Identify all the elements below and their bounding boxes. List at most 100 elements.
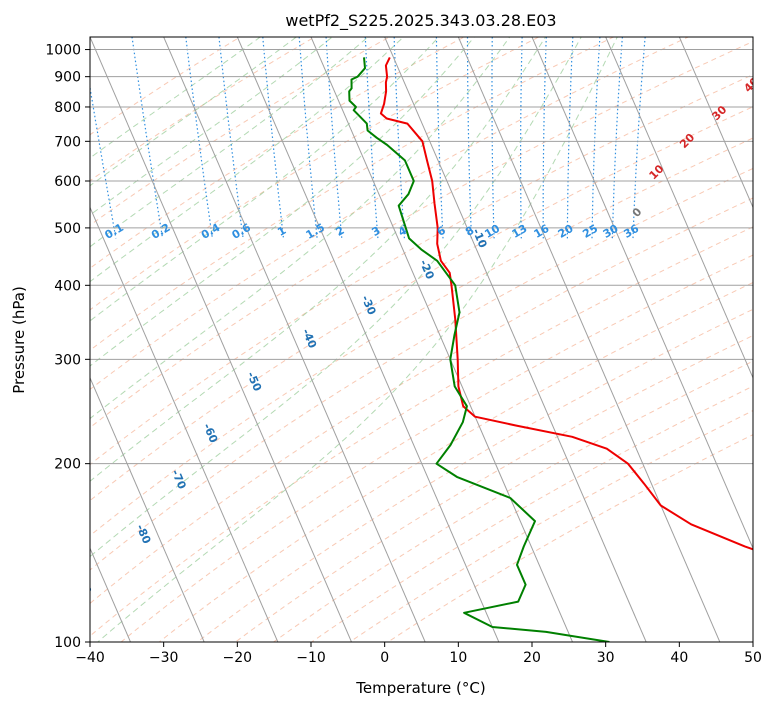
- mixing-ratio-label: 36: [621, 222, 641, 241]
- dry-adiabat-line: [90, 37, 316, 182]
- dry-adiabats: [90, 37, 753, 642]
- dry-adiabat-line: [90, 37, 615, 351]
- x-tick-label: 50: [744, 650, 762, 666]
- moist-adiabat-label: 20: [677, 131, 697, 151]
- isotherm-label: -90: [74, 573, 94, 597]
- moist-adiabat-line: [90, 37, 475, 367]
- y-tick-label: 500: [54, 221, 81, 237]
- dry-adiabat-line: [158, 281, 753, 642]
- mixing-ratio-label: 0.1: [102, 221, 125, 242]
- mixing-ratio-line: [491, 37, 495, 239]
- isotherm-line: [752, 37, 753, 39]
- isotherm-line: [457, 37, 721, 642]
- dry-adiabat-line: [90, 37, 391, 226]
- isotherm-line: [163, 37, 426, 642]
- mixing-ratio-lines: [90, 37, 646, 239]
- x-tick-label: −10: [296, 650, 326, 666]
- overlay-labels: -100-90-80-70-60-50-40-30-20-100.1 0.2 0.4…: [23, 75, 761, 638]
- moist-adiabat-label: 30: [709, 103, 729, 123]
- y-tick-label: 600: [54, 174, 81, 190]
- mixing-ratio-line: [325, 37, 343, 239]
- mixing-ratio-label: 13: [510, 222, 530, 241]
- dewpoint-profile: [348, 57, 610, 642]
- x-tick-label: 10: [449, 650, 467, 666]
- mixing-ratio-line: [218, 37, 244, 239]
- mixing-ratio-label: 25: [580, 222, 600, 241]
- dry-adiabat-line: [90, 37, 466, 269]
- mixing-ratio-line: [298, 37, 318, 239]
- x-tick-label: 0: [380, 650, 389, 666]
- isotherms: [90, 37, 753, 642]
- isotherm-line: [310, 37, 574, 642]
- moist-adiabat-label: 40: [741, 75, 761, 95]
- dry-adiabat-line: [90, 197, 753, 605]
- moist-adiabat-line: [97, 37, 618, 642]
- moist-adiabat-line: [90, 37, 298, 187]
- temperature-profile: [379, 56, 753, 551]
- dry-adiabat-line: [90, 37, 540, 311]
- isotherm-line: [90, 206, 279, 642]
- x-axis-title: Temperature (°C): [355, 679, 485, 697]
- y-tick-label: 1000: [45, 43, 81, 59]
- moist-adiabat-label: 0: [630, 205, 645, 220]
- moist-adiabat-line: [90, 37, 511, 420]
- isotherm-line: [384, 37, 647, 642]
- mixing-ratio-line: [591, 37, 601, 239]
- moist-adiabat-line: [90, 37, 405, 283]
- mixing-ratio-label: 1: [275, 224, 288, 239]
- x-tick-label: 40: [670, 650, 688, 666]
- isotherm-line: [678, 37, 753, 209]
- y-tick-label: 800: [54, 100, 81, 116]
- dry-adiabat-line: [90, 74, 753, 466]
- mixing-ratio-line: [542, 37, 547, 239]
- isotherm-line: [90, 547, 132, 642]
- isotherm-label: -100: [23, 607, 46, 638]
- isotherm-label: -60: [200, 421, 220, 445]
- moist-adiabat-line: [90, 37, 334, 216]
- mixing-ratio-line: [393, 37, 405, 239]
- mixing-ratio-line: [131, 37, 164, 239]
- dry-adiabat-line: [90, 40, 753, 429]
- dry-adiabat-line: [90, 37, 690, 391]
- pressure-gridlines: [90, 49, 753, 642]
- mixing-ratio-line: [566, 37, 574, 239]
- mixing-ratio-label: 3: [370, 224, 383, 239]
- dry-adiabat-line: [348, 410, 753, 642]
- moist-adiabat-line: [90, 37, 262, 159]
- moist-adiabat-line: [90, 37, 440, 322]
- mixing-ratio-label: 16: [532, 222, 552, 241]
- mixing-ratio-line: [364, 37, 379, 239]
- y-tick-label: 900: [54, 70, 81, 86]
- dry-adiabat-line: [90, 167, 753, 571]
- y-tick-label: 300: [54, 352, 81, 368]
- x-tick-label: −20: [223, 650, 253, 666]
- moist-adiabats: [90, 37, 618, 642]
- mixing-ratio-label: 2: [334, 224, 347, 239]
- mixing-ratio-line: [90, 83, 117, 239]
- plot-area: -100-90-80-70-60-50-40-30-20-100.1 0.2 0.4…: [23, 37, 761, 642]
- mixing-ratio-label: 0.4: [199, 221, 223, 242]
- mixing-ratio-line: [466, 37, 472, 239]
- moist-adiabat-line: [90, 37, 547, 482]
- mixing-ratio-line: [520, 37, 523, 239]
- isotherm-label: -40: [299, 327, 319, 351]
- moist-adiabat-line: [90, 37, 582, 558]
- isotherm-line: [90, 376, 205, 642]
- mixing-ratio-line: [262, 37, 285, 239]
- isotherm-line: [236, 37, 500, 642]
- mixing-ratio-line: [632, 37, 646, 239]
- y-tick-label: 100: [54, 635, 81, 651]
- y-tick-label: 400: [54, 278, 81, 294]
- dry-adiabat-line: [120, 254, 753, 642]
- plot-frame: [89, 36, 754, 643]
- mixing-ratio-line: [611, 37, 624, 239]
- mixing-ratio-label: 30: [601, 222, 621, 241]
- isotherm-label: -80: [133, 522, 153, 546]
- y-tick-label: 200: [54, 457, 81, 473]
- mixing-ratio-line: [185, 37, 213, 239]
- y-axis: 1000 900 800 700 600 500 400 300 200 100: [45, 43, 90, 651]
- x-axis: −40 −30 −20 −10 0 10 20 30 40 50: [75, 642, 762, 666]
- isotherm-label: -30: [359, 293, 379, 317]
- isotherm-line: [605, 37, 753, 380]
